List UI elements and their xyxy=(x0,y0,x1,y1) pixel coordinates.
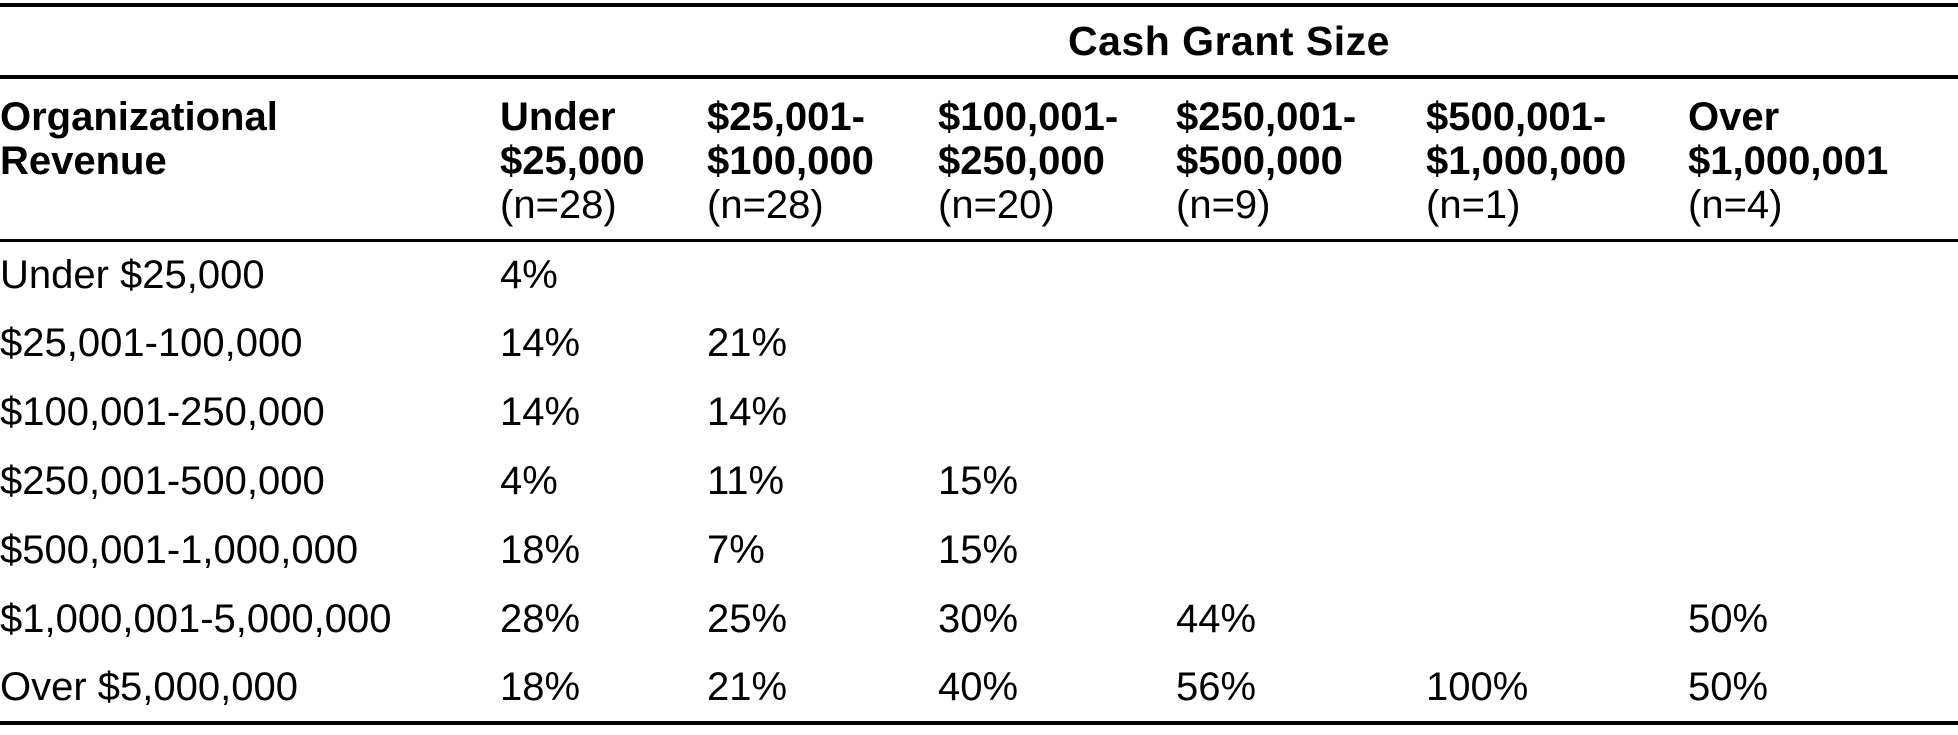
column-header-line1: $500,001- xyxy=(1426,95,1607,139)
row-label: $100,001-250,000 xyxy=(0,390,325,434)
column-header-line1: $250,001- xyxy=(1176,95,1357,139)
row-label: Under $25,000 xyxy=(0,252,265,297)
table-cell xyxy=(1176,240,1426,309)
row-axis-header: Organizational Revenue xyxy=(0,77,500,242)
table-cell: 4% xyxy=(500,252,558,297)
table-cell: 18% xyxy=(500,654,707,725)
table-title: Cash Grant Size xyxy=(500,3,1958,79)
table-cell xyxy=(938,378,1176,447)
column-header-line2: $25,000 xyxy=(500,139,645,183)
title-row: Cash Grant Size xyxy=(0,3,1958,79)
column-header-line1: $100,001- xyxy=(938,95,1119,139)
table-row: $250,001-500,000 4% 11% 15% xyxy=(0,447,1958,516)
column-header-over-1000001: Over $1,000,001 (n=4) xyxy=(1688,77,1958,242)
row-label: $500,001-1,000,000 xyxy=(0,528,359,572)
table-cell xyxy=(1426,378,1688,447)
column-header-100001-250000: $100,001- $250,000 (n=20) xyxy=(938,77,1176,242)
row-label: Over $5,000,000 xyxy=(0,654,500,725)
table-cell: 21% xyxy=(707,321,788,365)
table-cell xyxy=(1426,309,1688,378)
column-header-line2: $100,000 xyxy=(707,139,874,183)
table-cell xyxy=(1426,585,1688,654)
table-cell: 50% xyxy=(1688,654,1958,725)
table-row: $25,001-100,000 14% 21% xyxy=(0,309,1958,378)
table-cell: 44% xyxy=(1176,597,1257,641)
table-row: $500,001-1,000,000 18% 7% 15% xyxy=(0,516,1958,585)
column-header-sample-size: (n=4) xyxy=(1688,183,1783,227)
column-header-line2: $1,000,000 xyxy=(1426,139,1627,183)
table-cell: 15% xyxy=(938,528,1019,572)
column-header-sample-size: (n=28) xyxy=(500,183,617,227)
column-header-line1: Over xyxy=(1688,95,1780,139)
row-axis-header-line1: Organizational xyxy=(0,95,278,139)
table-row: $100,001-250,000 14% 14% xyxy=(0,378,1958,447)
table-cell: 25% xyxy=(707,597,788,641)
table-cell xyxy=(1688,516,1958,585)
table-cell: 40% xyxy=(938,654,1176,725)
table-cell: 4% xyxy=(500,459,558,503)
column-header-250001-500000: $250,001- $500,000 (n=9) xyxy=(1176,77,1426,242)
table-cell xyxy=(1176,447,1426,516)
table-row: $1,000,001-5,000,000 28% 25% 30% 44% 50% xyxy=(0,585,1958,654)
table-cell xyxy=(1176,516,1426,585)
table-cell xyxy=(1176,378,1426,447)
table-row: Under $25,000 4% xyxy=(0,240,1958,309)
title-spacer xyxy=(0,3,500,79)
column-header-line1: $25,001- xyxy=(707,95,865,139)
column-header-500001-1000000: $500,001- $1,000,000 (n=1) xyxy=(1426,77,1688,242)
table-cell: 100% xyxy=(1426,654,1688,725)
table-cell: 50% xyxy=(1688,597,1769,641)
table-cell xyxy=(1688,240,1958,309)
table-row: Over $5,000,000 18% 21% 40% 56% 100% 50% xyxy=(0,654,1958,725)
table-cell xyxy=(1426,516,1688,585)
table-body: Under $25,000 4% $25,001-100,000 14% 21%… xyxy=(0,240,1958,725)
table-cell xyxy=(1176,309,1426,378)
row-axis-header-line2: Revenue xyxy=(0,139,167,183)
column-header-sample-size: (n=28) xyxy=(707,183,824,227)
column-header-line2: $1,000,001 xyxy=(1688,139,1889,183)
revenue-grant-table: Cash Grant Size Organizational Revenue U… xyxy=(0,3,1958,725)
table-cell: 7% xyxy=(707,528,765,572)
table-cell xyxy=(938,240,1176,309)
table-cell: 11% xyxy=(707,459,785,503)
table-cell xyxy=(707,240,938,309)
table-head: Cash Grant Size Organizational Revenue U… xyxy=(0,3,1958,242)
row-label: $25,001-100,000 xyxy=(0,321,303,365)
column-header-25001-100000: $25,001- $100,000 (n=28) xyxy=(707,77,938,242)
table-cell xyxy=(938,309,1176,378)
table-cell: 15% xyxy=(938,459,1019,503)
table-cell: 18% xyxy=(500,528,581,572)
column-header-under-25000: Under $25,000 (n=28) xyxy=(500,77,707,242)
column-header-line1: Under xyxy=(500,95,616,139)
table-cell xyxy=(1426,240,1688,309)
table-cell: 56% xyxy=(1176,654,1426,725)
row-label: $1,000,001-5,000,000 xyxy=(0,597,392,641)
column-header-sample-size: (n=20) xyxy=(938,183,1055,227)
table-cell: 14% xyxy=(500,390,581,434)
table-cell xyxy=(1688,378,1958,447)
table-cell xyxy=(1688,309,1958,378)
table-cell: 14% xyxy=(707,390,788,434)
column-header-sample-size: (n=1) xyxy=(1426,183,1521,227)
column-header-sample-size: (n=9) xyxy=(1176,183,1271,227)
table-cell: 14% xyxy=(500,321,581,365)
header-row: Organizational Revenue Under $25,000 (n=… xyxy=(0,77,1958,242)
table-cell: 30% xyxy=(938,597,1019,641)
table-cell xyxy=(1426,447,1688,516)
table-cell: 21% xyxy=(707,654,938,725)
column-header-line2: $250,000 xyxy=(938,139,1105,183)
table-cell: 28% xyxy=(500,597,581,641)
row-label: $250,001-500,000 xyxy=(0,459,325,503)
table-cell xyxy=(1688,447,1958,516)
column-header-line2: $500,000 xyxy=(1176,139,1343,183)
